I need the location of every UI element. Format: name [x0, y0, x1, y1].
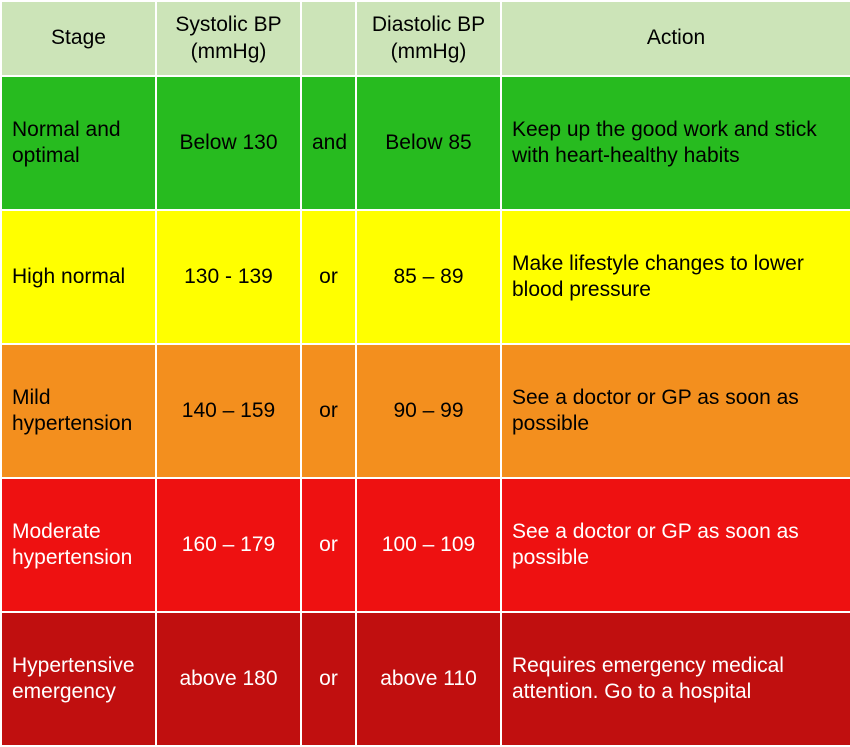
- cell-action: Make lifestyle changes to lower blood pr…: [501, 210, 850, 344]
- cell-diastolic: above 110: [356, 612, 501, 746]
- table-row: High normal 130 - 139 or 85 – 89 Make li…: [1, 210, 850, 344]
- cell-stage: Mild hypertension: [1, 344, 156, 478]
- cell-action: See a doctor or GP as soon as possible: [501, 478, 850, 612]
- table-row: Hypertensive emergency above 180 or abov…: [1, 612, 850, 746]
- cell-diastolic: 100 – 109: [356, 478, 501, 612]
- cell-stage: Moderate hypertension: [1, 478, 156, 612]
- cell-action: Keep up the good work and stick with hea…: [501, 76, 850, 210]
- bp-stage-table: Stage Systolic BP (mmHg) Diastolic BP (m…: [0, 0, 850, 747]
- cell-systolic: 130 - 139: [156, 210, 301, 344]
- cell-conj: or: [301, 478, 356, 612]
- cell-systolic: 160 – 179: [156, 478, 301, 612]
- col-header-diastolic: Diastolic BP (mmHg): [356, 1, 501, 76]
- col-header-systolic: Systolic BP (mmHg): [156, 1, 301, 76]
- cell-systolic: above 180: [156, 612, 301, 746]
- table-row: Moderate hypertension 160 – 179 or 100 –…: [1, 478, 850, 612]
- table-row: Mild hypertension 140 – 159 or 90 – 99 S…: [1, 344, 850, 478]
- cell-action: See a doctor or GP as soon as possible: [501, 344, 850, 478]
- cell-stage: High normal: [1, 210, 156, 344]
- table-row: Normal and optimal Below 130 and Below 8…: [1, 76, 850, 210]
- cell-diastolic: Below 85: [356, 76, 501, 210]
- cell-conj: and: [301, 76, 356, 210]
- cell-stage: Normal and optimal: [1, 76, 156, 210]
- cell-diastolic: 90 – 99: [356, 344, 501, 478]
- cell-conj: or: [301, 210, 356, 344]
- cell-diastolic: 85 – 89: [356, 210, 501, 344]
- col-header-conj: [301, 1, 356, 76]
- cell-stage: Hypertensive emergency: [1, 612, 156, 746]
- table-body: Normal and optimal Below 130 and Below 8…: [1, 76, 850, 746]
- cell-conj: or: [301, 344, 356, 478]
- col-header-action: Action: [501, 1, 850, 76]
- cell-systolic: Below 130: [156, 76, 301, 210]
- cell-action: Requires emergency medical attention. Go…: [501, 612, 850, 746]
- col-header-stage: Stage: [1, 1, 156, 76]
- cell-systolic: 140 – 159: [156, 344, 301, 478]
- cell-conj: or: [301, 612, 356, 746]
- table-header-row: Stage Systolic BP (mmHg) Diastolic BP (m…: [1, 1, 850, 76]
